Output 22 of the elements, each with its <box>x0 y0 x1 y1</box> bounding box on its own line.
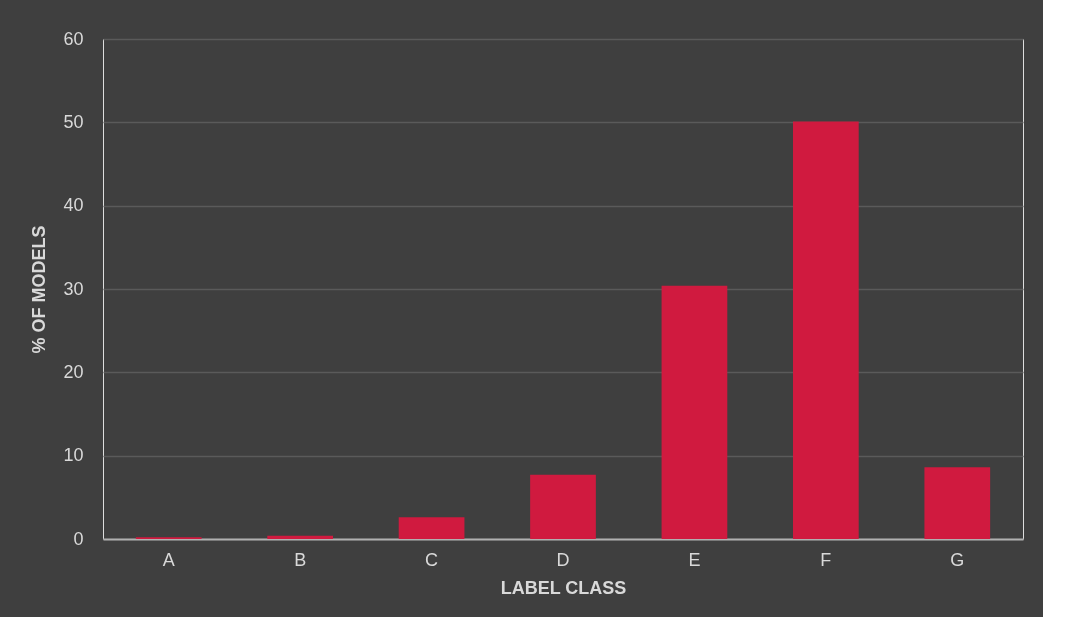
bar <box>924 467 991 539</box>
y-tick-label: 10 <box>63 445 84 466</box>
y-tick-label: 20 <box>63 361 84 382</box>
x-tick-label: D <box>556 549 570 570</box>
y-tick-label: 40 <box>63 195 84 216</box>
x-tick-label: E <box>688 549 701 570</box>
bar <box>267 535 333 539</box>
y-tick-label: 30 <box>63 278 84 299</box>
x-tick-label: A <box>162 549 175 570</box>
y-tick-label: 0 <box>73 528 84 549</box>
bar <box>530 474 596 539</box>
x-axis-title: LABEL CLASS <box>500 577 627 598</box>
bar <box>661 285 728 539</box>
x-tick-label: G <box>950 549 965 570</box>
x-tick-label: F <box>820 549 832 570</box>
y-tick-label: 60 <box>63 28 84 49</box>
x-tick-label: B <box>294 549 307 570</box>
bar <box>793 121 859 539</box>
bar <box>398 517 465 539</box>
y-tick-label: 50 <box>63 111 84 132</box>
x-tick-label: C <box>425 549 439 570</box>
y-axis-title: % OF MODELS <box>29 225 50 354</box>
